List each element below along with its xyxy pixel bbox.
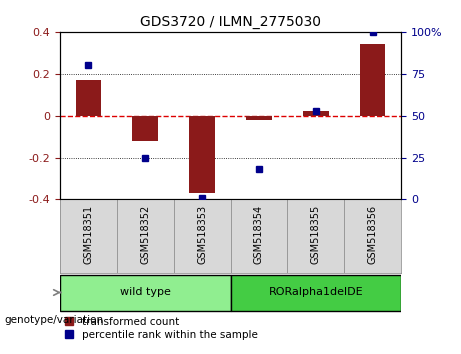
Text: GSM518354: GSM518354 <box>254 205 264 264</box>
Bar <box>360 45 385 116</box>
Bar <box>76 80 101 116</box>
Text: GSM518351: GSM518351 <box>83 205 94 264</box>
Title: GDS3720 / ILMN_2775030: GDS3720 / ILMN_2775030 <box>140 16 321 29</box>
Text: GSM518352: GSM518352 <box>140 205 150 264</box>
Bar <box>189 116 215 193</box>
Text: GSM518353: GSM518353 <box>197 205 207 264</box>
Text: GSM518356: GSM518356 <box>367 205 378 264</box>
Bar <box>132 116 158 141</box>
Bar <box>60 275 230 312</box>
Bar <box>303 112 329 116</box>
Text: wild type: wild type <box>120 287 171 297</box>
Text: RORalpha1delDE: RORalpha1delDE <box>268 287 363 297</box>
Text: genotype/variation: genotype/variation <box>5 315 104 325</box>
Bar <box>246 116 272 120</box>
Text: GSM518355: GSM518355 <box>311 205 321 264</box>
Legend: transformed count, percentile rank within the sample: transformed count, percentile rank withi… <box>65 317 258 340</box>
Bar <box>230 275 401 312</box>
